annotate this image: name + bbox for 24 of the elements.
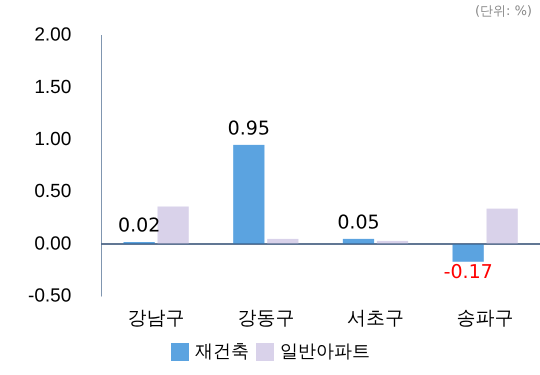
y-tick-label: 0.00 — [34, 233, 72, 254]
bar — [452, 244, 484, 262]
text: (단위: %) — [474, 3, 532, 20]
y-tick-label: -0.50 — [28, 285, 72, 306]
data-label: -0.17 — [444, 261, 493, 284]
y-tick-label: 1.00 — [34, 128, 72, 150]
bar — [233, 144, 264, 244]
y-tick-label: 1.50 — [34, 76, 72, 98]
legend-label: 재건축 — [195, 340, 249, 361]
data-label: 0.95 — [228, 117, 270, 140]
bar — [158, 206, 189, 244]
data-label: 0.05 — [337, 211, 380, 234]
y-tick-label: 0.50 — [34, 181, 72, 202]
data-label: 0.02 — [118, 214, 160, 236]
bar — [376, 240, 408, 244]
bar — [486, 208, 518, 244]
legend-label: 일반아파트 — [280, 340, 370, 361]
x-tick-label: 송파구 — [456, 308, 514, 329]
x-tick-label: 서초구 — [346, 308, 404, 329]
y-tick-label: 2.00 — [34, 24, 72, 46]
bar — [267, 238, 298, 244]
x-tick-label: 강남구 — [128, 308, 185, 329]
x-tick-label: 강동구 — [237, 308, 294, 329]
bar — [342, 238, 374, 244]
